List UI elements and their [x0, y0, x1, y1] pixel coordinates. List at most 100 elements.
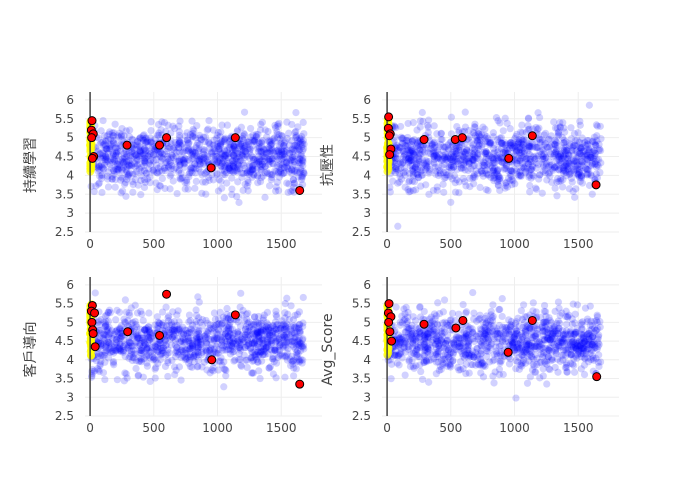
data-point	[244, 187, 252, 195]
data-point	[568, 346, 576, 354]
data-point	[136, 134, 144, 142]
data-point	[129, 180, 137, 188]
data-point	[432, 335, 440, 343]
data-point	[220, 162, 228, 171]
data-point	[518, 159, 527, 167]
data-point	[253, 329, 261, 337]
data-point	[182, 146, 190, 155]
data-point	[116, 326, 124, 334]
data-point	[569, 156, 577, 164]
data-point	[557, 155, 565, 163]
data-point	[512, 146, 521, 155]
data-point	[514, 147, 523, 155]
data-point	[143, 175, 152, 183]
data-point	[469, 174, 477, 182]
data-point	[479, 373, 488, 381]
data-point	[521, 313, 529, 321]
data-point	[498, 153, 506, 161]
data-point	[188, 164, 196, 172]
data-point	[240, 161, 248, 169]
data-point	[225, 143, 233, 151]
data-point	[198, 322, 207, 330]
data-point	[541, 327, 549, 335]
data-point	[282, 331, 290, 339]
data-point	[578, 343, 586, 352]
data-point	[483, 150, 491, 158]
data-point	[493, 325, 501, 333]
data-point	[513, 327, 521, 335]
data-point	[185, 170, 193, 178]
data-point	[592, 121, 601, 129]
data-point	[483, 344, 491, 353]
data-point	[501, 325, 509, 333]
data-point	[528, 353, 536, 361]
data-point	[538, 323, 546, 331]
data-point	[556, 165, 564, 173]
data-point	[149, 329, 157, 337]
data-point	[490, 379, 498, 387]
data-point	[295, 341, 303, 350]
data-point	[131, 317, 139, 326]
data-point	[527, 142, 535, 151]
data-point	[247, 369, 256, 377]
data-point	[469, 128, 477, 137]
data-point	[241, 331, 249, 339]
data-point	[427, 144, 435, 153]
data-point	[391, 351, 399, 360]
data-point	[589, 148, 598, 156]
data-point	[249, 165, 257, 173]
data-point	[294, 338, 302, 346]
data-point	[548, 331, 557, 339]
data-point	[298, 143, 306, 151]
data-point	[290, 334, 298, 342]
data-point	[411, 347, 419, 355]
data-point	[221, 164, 229, 172]
data-point	[298, 140, 306, 149]
data-point	[555, 166, 563, 174]
data-point	[553, 157, 561, 165]
data-point	[404, 155, 412, 164]
data-point	[408, 161, 416, 170]
data-point	[189, 125, 197, 134]
data-point	[280, 338, 288, 347]
data-point	[590, 160, 599, 168]
data-point	[96, 333, 104, 341]
data-point	[230, 158, 238, 166]
data-point	[129, 188, 137, 196]
data-point	[238, 134, 246, 143]
data-point	[521, 327, 529, 335]
data-point	[555, 152, 563, 161]
data-point	[581, 164, 589, 172]
data-point	[104, 175, 112, 183]
data-point	[462, 369, 470, 378]
data-point	[532, 308, 540, 316]
data-point	[413, 345, 421, 354]
data-point	[203, 366, 211, 374]
data-point	[205, 346, 214, 355]
data-point	[526, 350, 534, 359]
data-point	[512, 318, 520, 326]
data-point	[193, 152, 201, 160]
data-point	[296, 159, 304, 167]
data-point	[181, 163, 189, 171]
data-point	[482, 155, 490, 164]
data-point	[447, 348, 455, 357]
data-point	[506, 141, 515, 150]
data-point	[425, 346, 433, 354]
data-point	[250, 341, 258, 349]
data-point	[430, 152, 438, 160]
data-point	[259, 343, 268, 351]
data-point	[117, 156, 125, 164]
data-point	[525, 125, 533, 133]
data-point	[528, 334, 536, 342]
data-point	[113, 140, 121, 148]
data-point	[174, 348, 182, 356]
data-point	[554, 342, 563, 350]
data-point	[281, 333, 289, 341]
data-point	[217, 162, 225, 170]
data-point	[224, 332, 232, 340]
data-point	[434, 338, 442, 346]
data-point	[95, 162, 103, 171]
data-point	[405, 188, 413, 196]
data-point	[561, 167, 569, 175]
